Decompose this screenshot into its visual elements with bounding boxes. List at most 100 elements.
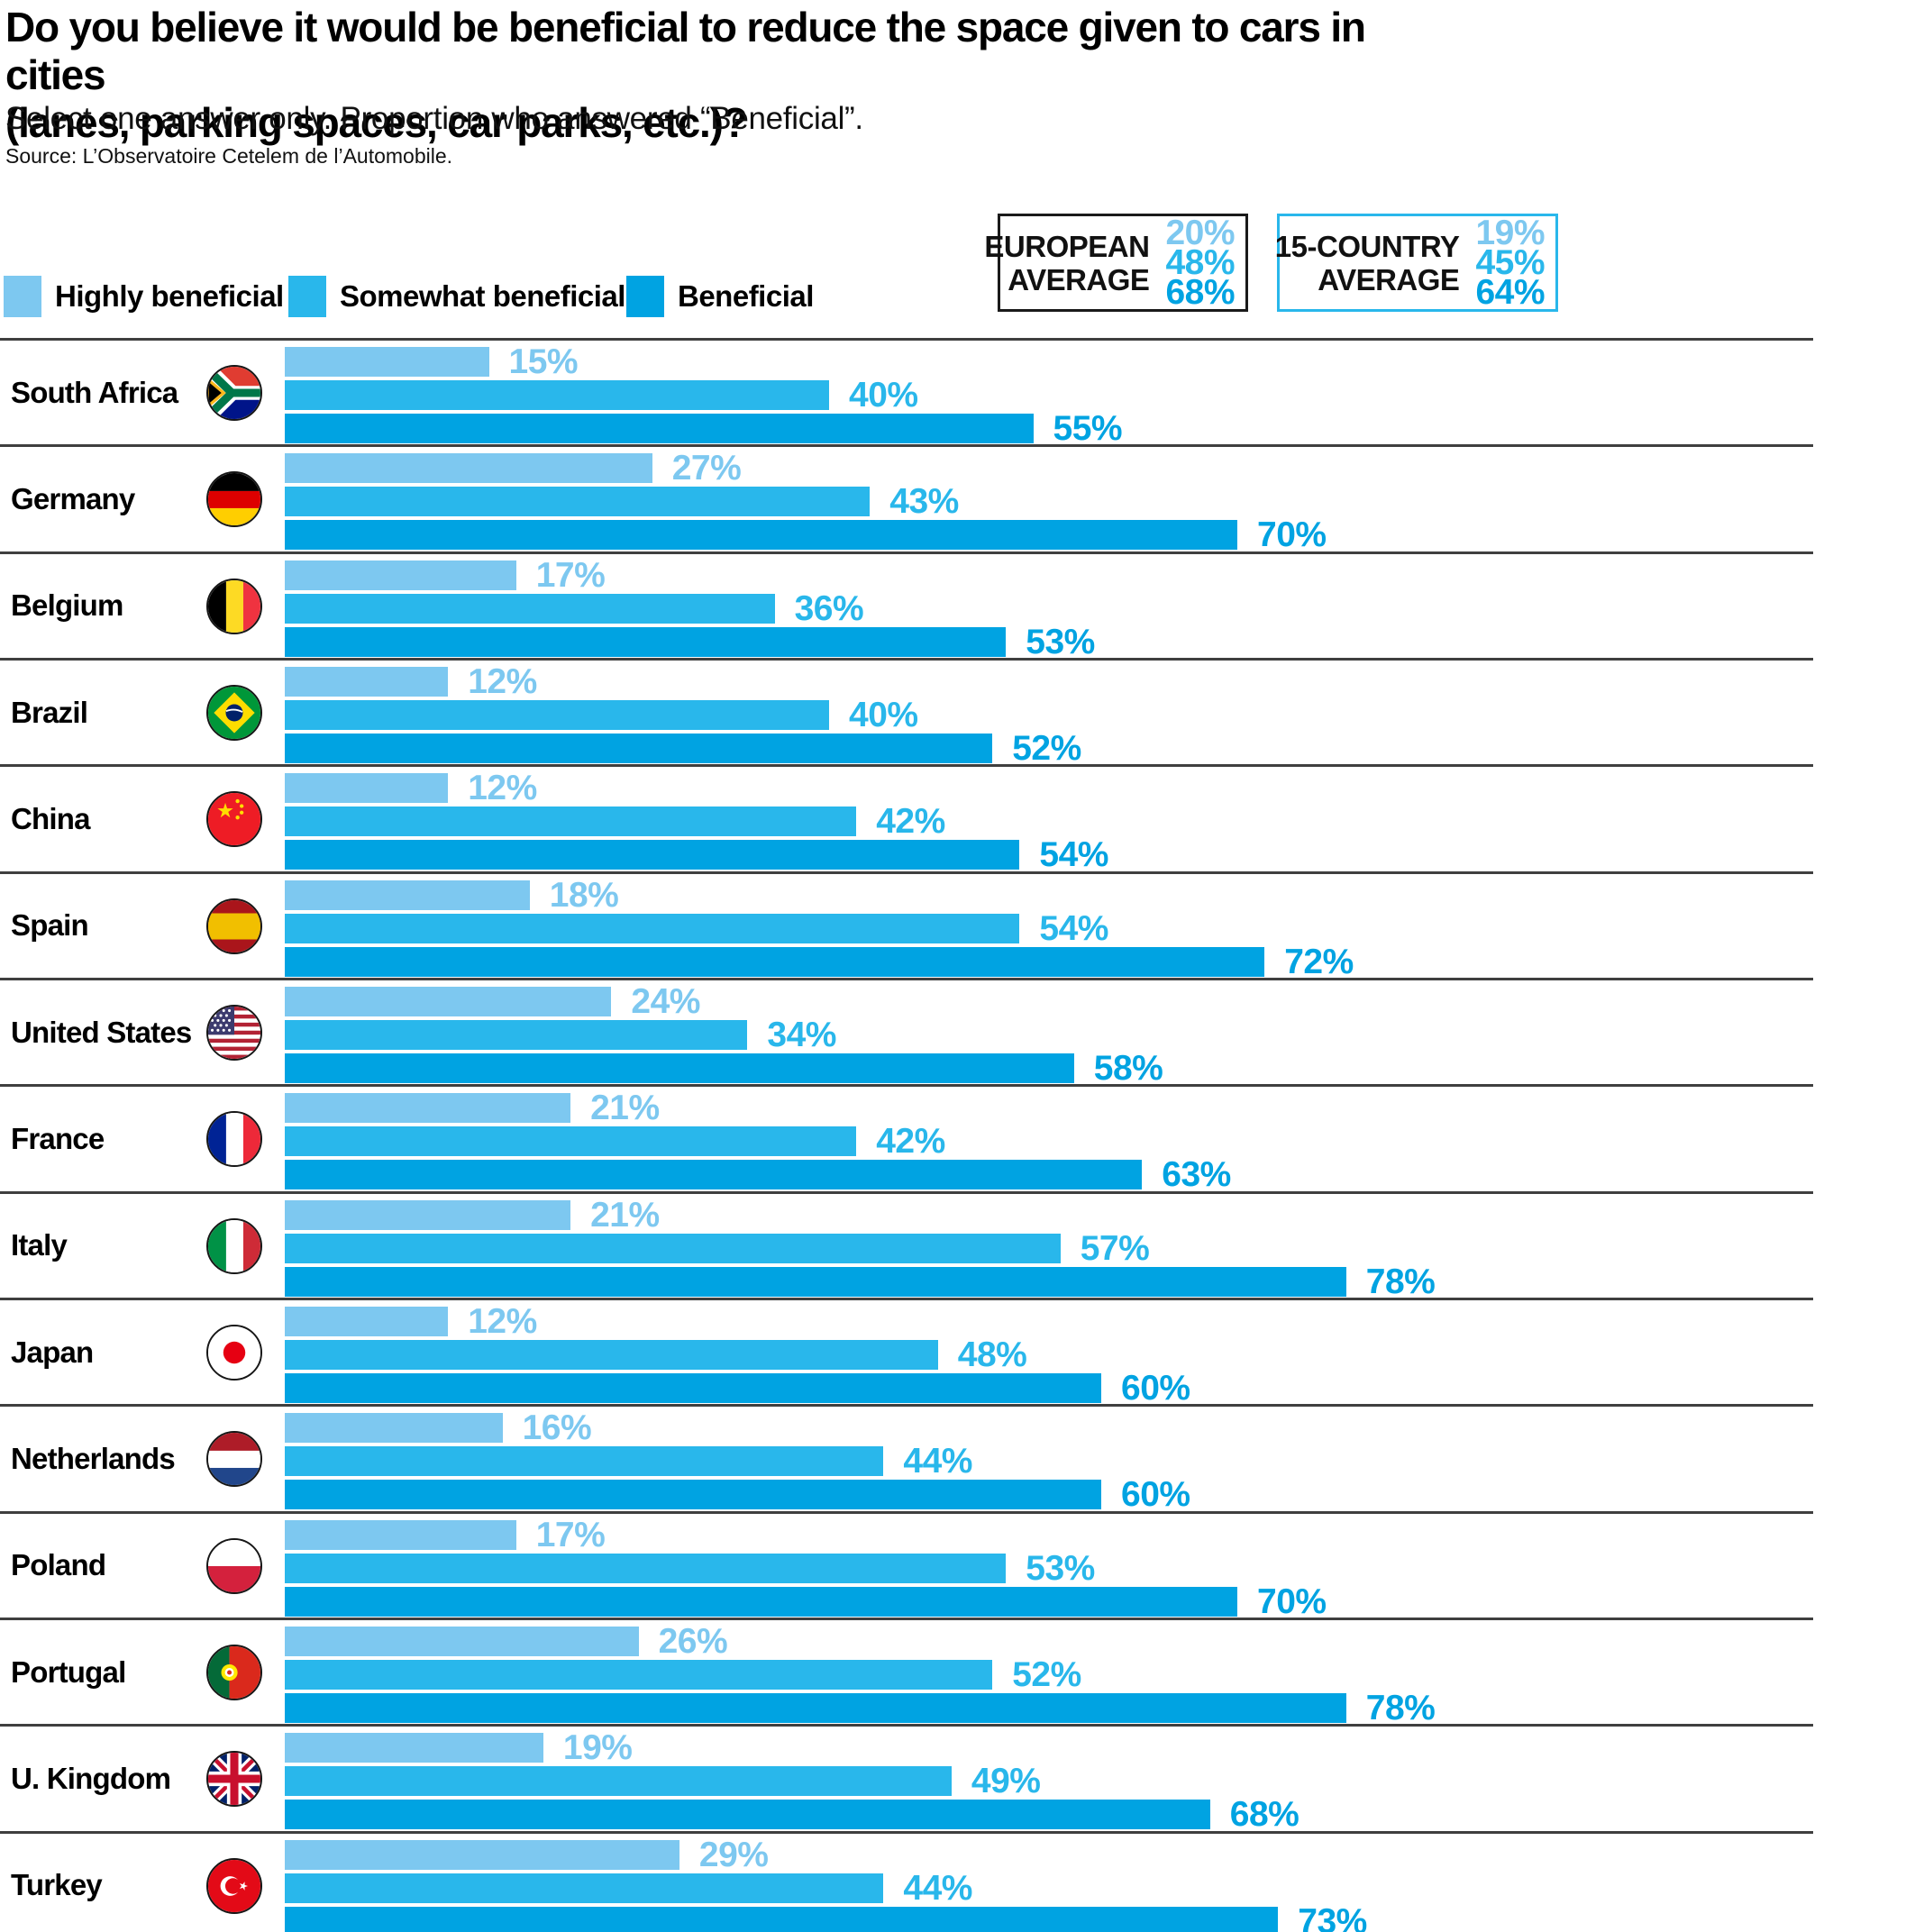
bar-beneficial: [285, 1053, 1074, 1084]
barline-beneficial: 70%: [285, 1584, 1327, 1619]
average-value: 45%: [1475, 243, 1545, 282]
bar-value-label: 73%: [1298, 1901, 1367, 1932]
country-bars: 26% 52% 78%: [285, 1624, 1436, 1728]
bar-value-label: 72%: [1284, 942, 1354, 981]
country-row: Brazil 12% 40% 52%: [0, 658, 1813, 769]
south-africa-flag-icon: [206, 365, 262, 421]
bar-beneficial: [285, 520, 1237, 551]
bar-value-label: 63%: [1162, 1155, 1231, 1195]
barline-somewhat-beneficial: 42%: [285, 804, 1108, 839]
bar-highly-beneficial: [285, 1093, 571, 1124]
bar-value-label: 52%: [1012, 1655, 1081, 1695]
barline-highly-beneficial: 12%: [285, 1304, 1190, 1339]
country-bars: 21% 57% 78%: [285, 1195, 1436, 1301]
country-label: United States: [11, 1015, 192, 1049]
barline-beneficial: 58%: [285, 1049, 1163, 1089]
bar-somewhat-beneficial: [285, 1126, 857, 1157]
bar-beneficial: [285, 1800, 1210, 1830]
barline-somewhat-beneficial: 57%: [285, 1231, 1435, 1266]
bar-value-label: 21%: [590, 1195, 660, 1235]
country-row: Belgium 17% 36% 53%: [0, 551, 1813, 661]
barline-somewhat-beneficial: 48%: [285, 1335, 1190, 1375]
bar-beneficial: [285, 1266, 1346, 1297]
bar-value-label: 78%: [1365, 1262, 1436, 1301]
barline-highly-beneficial: 12%: [285, 662, 1081, 702]
barline-somewhat-beneficial: 44%: [285, 1868, 1367, 1908]
country-bars: 16% 44% 60%: [285, 1410, 1190, 1515]
bar-highly-beneficial: [285, 347, 489, 377]
bar-beneficial: [285, 734, 993, 764]
average-value: 48%: [1165, 243, 1235, 282]
bar-value-label: 78%: [1365, 1689, 1436, 1728]
fifteen-country-average-box: 15-COUNTRY AVERAGE 19% 45% 64%: [1275, 214, 1558, 312]
bar-value-label: 21%: [590, 1089, 660, 1128]
united-states-flag-icon: [206, 1005, 262, 1062]
barline-highly-beneficial: 21%: [285, 1089, 1231, 1128]
bar-somewhat-beneficial: [285, 1233, 1061, 1263]
country-label: Germany: [11, 482, 135, 516]
legend-label: Highly beneficial: [55, 279, 284, 313]
bar-somewhat-beneficial: [285, 807, 857, 837]
barline-highly-beneficial: 18%: [285, 875, 1354, 915]
bar-value-label: 17%: [535, 555, 606, 595]
bar-somewhat-beneficial: [285, 1020, 748, 1051]
fifteen-country-average-values: 19% 45% 64%: [1475, 214, 1545, 312]
country-label: China: [11, 802, 90, 836]
country-bars: 17% 36% 53%: [285, 555, 1095, 661]
country-bars: 21% 42% 63%: [285, 1089, 1231, 1195]
barline-highly-beneficial: 12%: [285, 769, 1108, 808]
barline-highly-beneficial: 27%: [285, 449, 1327, 488]
country-row: Netherlands 16% 44% 60%: [0, 1404, 1813, 1515]
bar-value-label: 36%: [794, 588, 864, 628]
average-value: 19%: [1475, 214, 1545, 252]
average-value: 64%: [1475, 273, 1545, 312]
country-row: South Africa 15% 40% 55%: [0, 338, 1813, 446]
bar-value-label: 18%: [549, 875, 619, 915]
country-row: Japan 12% 48% 60%: [0, 1298, 1813, 1406]
bar-chart: South Africa 15% 40% 55% Germany 27% 43% 70%…: [0, 338, 1813, 1932]
bar-beneficial: [285, 1160, 1143, 1190]
bar-value-label: 70%: [1257, 515, 1327, 555]
bar-value-label: 54%: [1039, 835, 1108, 875]
country-row: Germany 27% 43% 70%: [0, 444, 1813, 555]
turkey-flag-icon: [206, 1857, 262, 1914]
bar-value-label: 44%: [903, 1442, 972, 1481]
bar-value-label: 60%: [1121, 1475, 1190, 1515]
poland-flag-icon: [206, 1537, 262, 1594]
bar-value-label: 27%: [671, 449, 742, 488]
netherlands-flag-icon: [206, 1431, 262, 1488]
bar-somewhat-beneficial: [285, 1766, 952, 1797]
country-row: Poland 17% 53% 70%: [0, 1510, 1813, 1619]
bar-value-label: 44%: [903, 1868, 972, 1908]
country-label: Netherlands: [11, 1442, 176, 1476]
bar-value-label: 58%: [1093, 1049, 1163, 1089]
bar-beneficial: [285, 1906, 1279, 1932]
belgium-flag-icon: [206, 578, 262, 634]
bar-value-label: 54%: [1039, 908, 1108, 948]
country-row: France 21% 42% 63%: [0, 1084, 1813, 1195]
bar-value-label: 15%: [508, 342, 579, 381]
european-average-box: EUROPEAN AVERAGE 20% 48% 68%: [984, 214, 1248, 312]
bar-value-label: 40%: [849, 376, 918, 415]
bar-value-label: 12%: [468, 769, 537, 808]
bar-value-label: 48%: [957, 1335, 1027, 1375]
bar-value-label: 53%: [1026, 1548, 1095, 1588]
bar-value-label: 12%: [468, 662, 537, 702]
bar-highly-beneficial: [285, 560, 516, 590]
legend-item-beneficial: Beneficial: [626, 276, 814, 317]
japan-flag-icon: [206, 1325, 262, 1381]
bar-highly-beneficial: [285, 1199, 571, 1230]
china-flag-icon: [206, 791, 262, 848]
country-row: United States 24% 34% 58%: [0, 978, 1813, 1089]
page-title-line1: Do you believe it would be beneficial to…: [5, 4, 1366, 98]
barline-beneficial: 72%: [285, 942, 1354, 981]
country-label: Italy: [11, 1228, 68, 1262]
bar-value-label: 49%: [971, 1762, 1041, 1801]
bar-beneficial: [285, 1373, 1101, 1404]
bar-value-label: 52%: [1012, 729, 1081, 769]
country-row: Portugal 26% 52% 78%: [0, 1618, 1813, 1728]
italy-flag-icon: [206, 1217, 262, 1274]
country-label: France: [11, 1122, 105, 1156]
bar-highly-beneficial: [285, 1627, 639, 1657]
european-average-values: 20% 48% 68%: [1165, 215, 1235, 310]
